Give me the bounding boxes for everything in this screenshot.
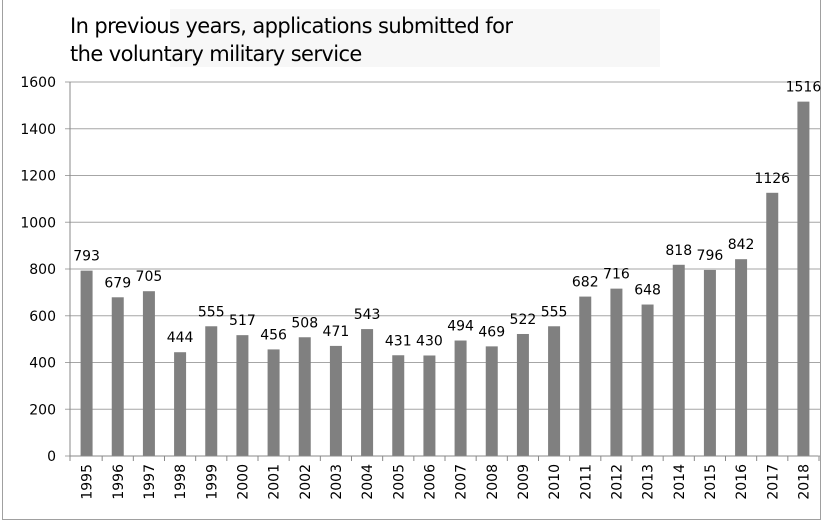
data-label: 471	[323, 324, 350, 340]
bar	[735, 259, 748, 456]
data-label: 494	[447, 319, 474, 335]
x-tick-label: 2003	[329, 464, 345, 500]
data-label: 818	[665, 243, 692, 259]
x-tick-label: 2004	[360, 464, 376, 500]
y-tick-label: 1000	[20, 215, 56, 231]
y-tick-label: 600	[29, 309, 56, 325]
bar	[111, 297, 124, 456]
x-tick-label: 2009	[516, 464, 532, 500]
bar	[80, 270, 93, 456]
data-label: 1126	[754, 171, 790, 187]
data-label: 648	[634, 283, 661, 299]
bar	[329, 345, 342, 456]
chart-title-line-2: the voluntary military service	[70, 42, 362, 66]
bar	[672, 264, 685, 456]
data-label: 842	[728, 237, 755, 253]
bar	[516, 333, 529, 456]
bar	[797, 101, 810, 456]
x-tick-label: 2005	[391, 464, 407, 500]
data-label: 444	[167, 330, 194, 346]
x-tick-label: 1999	[204, 464, 220, 500]
bar	[610, 288, 623, 456]
y-tick-label: 1400	[20, 122, 56, 138]
bar	[579, 296, 592, 456]
chart-title-line-1: In previous years, applications submitte…	[70, 14, 513, 38]
bar	[485, 346, 498, 456]
x-tick-label: 1996	[111, 464, 127, 500]
bar	[236, 335, 249, 456]
x-tick-label: 2018	[796, 464, 812, 500]
x-tick-label: 2016	[734, 464, 750, 500]
x-tick-label: 2007	[454, 464, 470, 500]
chart-title: In previous years, applications submitte…	[70, 12, 670, 68]
title-background	[170, 9, 660, 67]
x-tick-label: 2012	[609, 464, 625, 500]
x-tick-label: 2008	[485, 464, 501, 500]
data-label: 705	[136, 269, 163, 285]
y-tick-label: 200	[29, 402, 56, 418]
data-label: 793	[73, 249, 100, 265]
x-tick-label: 2000	[235, 464, 251, 500]
data-label: 682	[572, 275, 599, 291]
data-label: 796	[697, 248, 724, 264]
data-label: 555	[198, 304, 225, 320]
data-label: 555	[541, 304, 568, 320]
data-label: 431	[385, 333, 412, 349]
x-tick-label: 1998	[173, 464, 189, 500]
x-tick-label: 2014	[672, 464, 688, 500]
data-label: 679	[104, 275, 131, 291]
bar	[423, 355, 436, 456]
y-tick-label: 400	[29, 356, 56, 372]
bar	[298, 337, 311, 456]
bar	[703, 269, 716, 456]
x-tick-label: 2013	[641, 464, 657, 500]
x-tick-label: 1997	[142, 464, 158, 500]
y-tick-label: 1200	[20, 169, 56, 185]
data-label: 543	[354, 307, 381, 323]
bar	[142, 291, 155, 456]
bar	[392, 355, 405, 456]
x-tick-label: 2017	[765, 464, 781, 500]
bar	[766, 192, 779, 457]
bar	[641, 304, 654, 456]
bar	[205, 326, 218, 456]
data-label: 517	[229, 313, 256, 329]
data-label: 469	[478, 324, 505, 340]
y-tick-label: 0	[47, 449, 56, 465]
data-label: 716	[603, 267, 630, 283]
bar	[454, 340, 467, 456]
y-tick-label: 1600	[20, 75, 56, 91]
bar	[548, 326, 561, 456]
x-tick-label: 2002	[298, 464, 314, 500]
x-tick-label: 1995	[80, 464, 96, 500]
x-tick-label: 2011	[578, 464, 594, 500]
x-tick-label: 2001	[267, 464, 283, 500]
x-tick-label: 2015	[703, 464, 719, 500]
data-label: 1516	[786, 80, 822, 96]
data-label: 522	[510, 312, 537, 328]
data-label: 456	[260, 327, 287, 343]
bar	[267, 349, 280, 456]
data-label: 508	[291, 315, 318, 331]
x-tick-label: 2006	[422, 464, 438, 500]
y-tick-label: 800	[29, 262, 56, 278]
x-tick-label: 2010	[547, 464, 563, 500]
bar	[174, 352, 187, 456]
bar	[361, 329, 374, 456]
data-label: 430	[416, 333, 443, 349]
